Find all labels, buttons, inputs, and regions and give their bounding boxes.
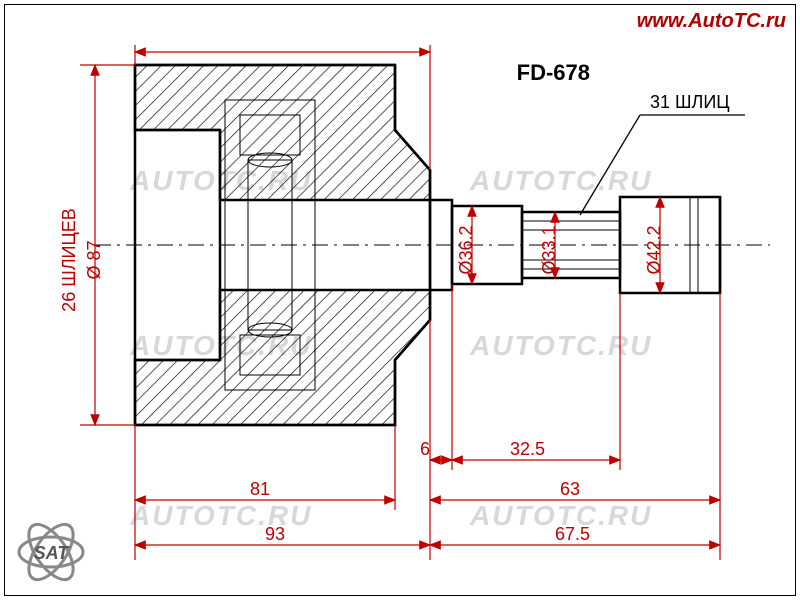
- dim-d1: Ø36.2: [456, 225, 476, 274]
- dim-63: 63: [560, 479, 580, 499]
- dim-81: 81: [250, 479, 270, 499]
- dim-325: 32.5: [510, 439, 545, 459]
- dim-d3: Ø42.2: [644, 225, 664, 274]
- dim-right-spline: 31 ШЛИЦ: [650, 92, 730, 112]
- dim-675: 67.5: [555, 524, 590, 544]
- dim-6: 6: [420, 439, 430, 459]
- dim-dia87: Ø 87: [84, 240, 104, 279]
- dim-left-spline: 26 ШЛИЦЕВ: [59, 208, 79, 312]
- technical-drawing: 26 ШЛИЦЕВ Ø 87 31 ШЛИЦ Ø36.2 Ø33.1 Ø42.2…: [0, 0, 800, 600]
- svg-text:SAT: SAT: [34, 543, 71, 563]
- dim-93: 93: [265, 524, 285, 544]
- brand-logo: SAT: [16, 522, 86, 582]
- dim-d2: Ø33.1: [539, 225, 559, 274]
